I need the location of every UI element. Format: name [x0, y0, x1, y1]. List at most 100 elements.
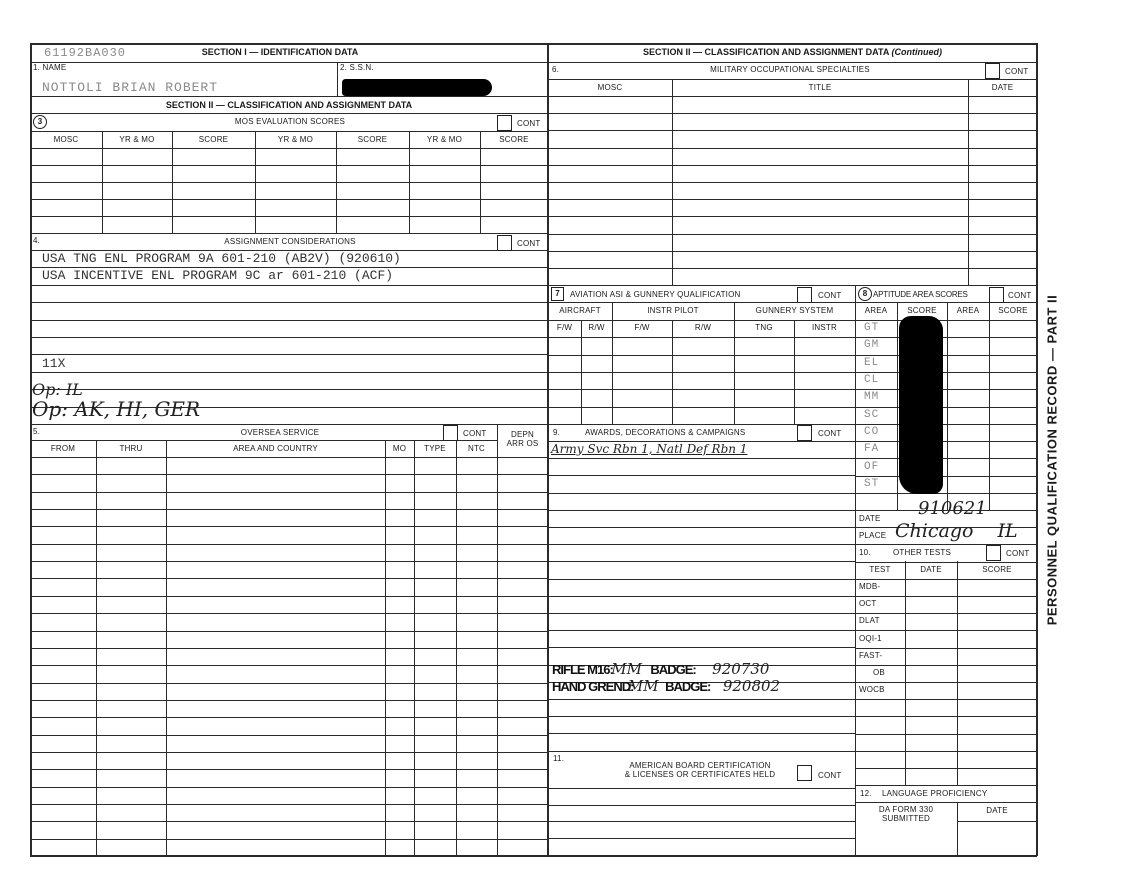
rule-line	[30, 578, 548, 579]
certs-number: 11.	[553, 754, 565, 763]
col-tng: TNG	[755, 323, 773, 332]
aptitude-area-gm: GM	[864, 339, 880, 352]
rule-line	[96, 440, 97, 856]
rule-line	[30, 440, 497, 441]
rule-line	[30, 561, 548, 562]
section2-title: SECTION II — CLASSIFICATION AND ASSIGNME…	[165, 100, 413, 110]
rule-line	[855, 699, 1037, 700]
rule-line	[409, 131, 410, 233]
col-score: SCORE	[357, 135, 388, 144]
test-place-label: PLACE	[859, 531, 887, 540]
other-test-row-label: MDB-	[859, 582, 881, 591]
aptitude-area-fa: FA	[864, 443, 880, 456]
assignment-number: 4.	[33, 236, 41, 245]
other-test-row-label: OB	[873, 668, 885, 677]
rule-line	[548, 596, 855, 597]
stamp-label: RIFLE M16:	[552, 662, 614, 677]
rule-line	[30, 787, 548, 788]
rule-line	[480, 131, 481, 233]
certs-cont-checkbox[interactable]	[797, 765, 812, 781]
section1-title: SECTION I — IDENTIFICATION DATA	[201, 47, 359, 57]
rule-line	[548, 805, 855, 806]
other-tests-cont-checkbox[interactable]	[986, 545, 1001, 561]
col-fw: F/W	[556, 323, 573, 332]
rule-line	[855, 613, 1037, 614]
rule-line	[548, 699, 855, 700]
rule-line	[855, 734, 1037, 735]
rule-line	[855, 544, 1037, 545]
rule-line	[166, 440, 167, 856]
awards-cont-checkbox[interactable]	[797, 425, 812, 441]
rule-line	[548, 561, 855, 562]
rule-line	[30, 509, 548, 510]
rule-line	[30, 821, 548, 822]
rule-line	[548, 716, 855, 717]
col-score: SCORE	[998, 306, 1028, 315]
other-tests-title: OTHER TESTS	[893, 548, 952, 557]
rule-line	[548, 320, 1037, 321]
col-area: AREA	[864, 306, 888, 315]
aptitude-area-gt: GT	[864, 322, 880, 334]
rule-line	[855, 493, 1037, 494]
aviation-cont-label: CONT	[818, 291, 842, 300]
rule-line	[548, 441, 855, 442]
col-date: DATE	[920, 565, 942, 574]
aptitude-number: 8	[858, 287, 872, 301]
col-title: TITLE	[808, 83, 832, 92]
col-rw: R/W	[694, 323, 712, 332]
rule-line	[30, 285, 548, 286]
aptitude-area-of: OF	[864, 460, 880, 473]
col-score: SCORE	[499, 135, 529, 144]
rule-line	[30, 148, 548, 149]
certs-title-line1: AMERICAN BOARD CERTIFICATION	[629, 761, 771, 770]
rule-line	[855, 751, 1037, 752]
rule-line	[548, 788, 855, 789]
rule-line	[957, 821, 1037, 822]
rule-line	[548, 113, 1037, 114]
rule-line	[672, 320, 673, 424]
rule-line	[547, 43, 549, 856]
rule-line	[548, 647, 855, 648]
col-date: DATE	[991, 83, 1014, 92]
arr-os-label: ARR OS	[506, 439, 539, 448]
col-score: SCORE	[907, 306, 937, 315]
mos-cont-checkbox[interactable]	[985, 63, 1000, 79]
rule-line	[855, 476, 1037, 477]
awards-number: 9.	[553, 428, 561, 437]
rule-line	[548, 475, 855, 476]
rule-line	[30, 492, 548, 493]
oversea-cont-checkbox[interactable]	[443, 425, 458, 441]
assignment-line: 11X	[42, 356, 66, 371]
col-aircraft: AIRCRAFT	[559, 306, 601, 315]
rule-line	[337, 62, 338, 96]
col-yr-mo: YR & MO	[426, 135, 463, 144]
mos-eval-title: MOS EVALUATION SCORES	[234, 117, 346, 126]
assignment-cont-checkbox[interactable]	[497, 235, 512, 251]
aviation-title: AVIATION ASI & GUNNERY QUALIFICATION	[570, 290, 741, 299]
rule-line	[548, 216, 1037, 217]
rule-line	[905, 561, 906, 785]
mos-eval-cont-checkbox[interactable]	[497, 115, 512, 131]
rule-line	[672, 79, 673, 285]
rule-line	[581, 320, 582, 424]
rule-line	[612, 302, 613, 424]
aviation-cont-checkbox[interactable]	[797, 287, 812, 303]
rule-line	[30, 389, 548, 390]
other-test-row-label: FAST-	[859, 650, 883, 660]
rule-line	[855, 785, 1037, 786]
da-form-line1: DA FORM 330	[878, 805, 934, 814]
aptitude-cont-checkbox[interactable]	[989, 287, 1004, 303]
rule-line	[30, 131, 548, 132]
name-value[interactable]: NOTTOLI BRIAN ROBERT	[42, 80, 219, 95]
rule-line	[385, 440, 386, 856]
rule-line	[30, 267, 548, 268]
stamp-badge: BADGE:	[650, 662, 696, 677]
rule-line	[855, 562, 1037, 563]
depn-label: DEPN	[510, 430, 535, 439]
rule-line	[548, 79, 1037, 80]
da-form-line2: SUBMITTED	[881, 814, 931, 823]
assignment-handwritten: Op: AK, HI, GER	[32, 397, 201, 421]
rule-line	[30, 839, 548, 840]
language-number: 12.	[860, 789, 872, 798]
